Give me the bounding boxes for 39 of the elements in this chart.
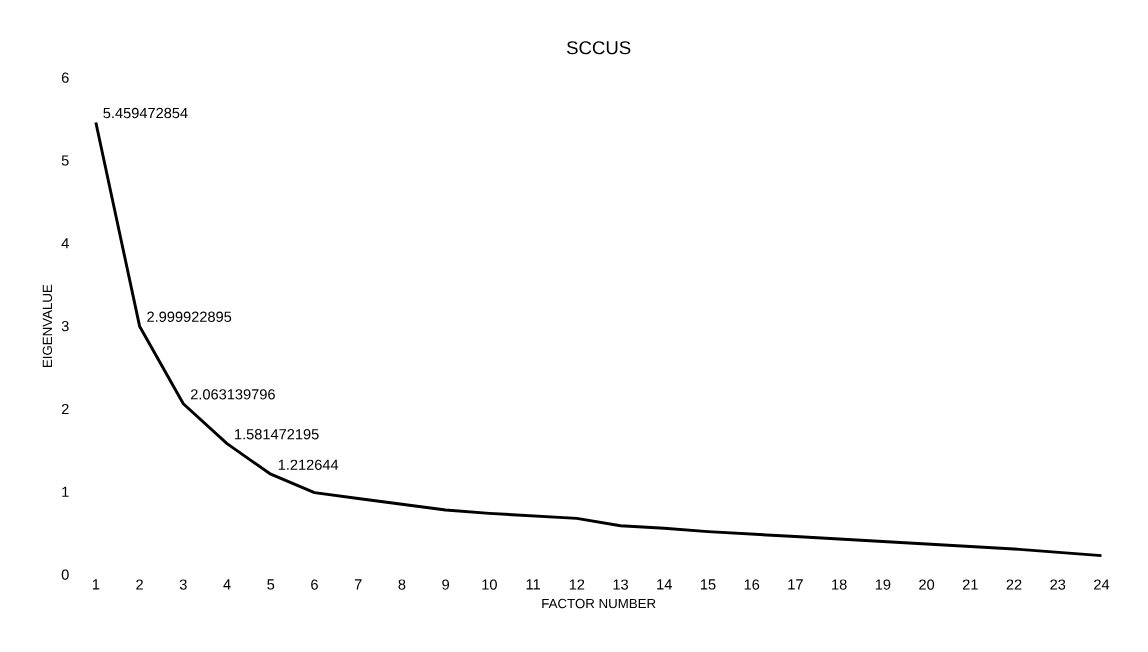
data-label: 5.459472854 bbox=[103, 107, 188, 119]
x-tick-label: 3 bbox=[179, 579, 187, 590]
x-tick-label: 6 bbox=[311, 579, 318, 590]
x-tick-label: 14 bbox=[657, 579, 672, 590]
x-tick-label: 8 bbox=[398, 579, 406, 590]
chart-title: SCCUS bbox=[566, 41, 631, 55]
x-tick-label: 9 bbox=[442, 579, 450, 590]
y-tick-label: 2 bbox=[61, 403, 69, 415]
x-tick-label: 10 bbox=[482, 579, 497, 590]
y-tick-label: 1 bbox=[62, 486, 69, 497]
x-tick-label: 23 bbox=[1050, 579, 1066, 590]
x-tick-label: 13 bbox=[613, 579, 629, 590]
x-tick-label: 21 bbox=[962, 579, 978, 590]
x-tick-label: 12 bbox=[569, 579, 585, 590]
y-axis-title: EIGENVALUE bbox=[42, 284, 53, 368]
data-label: 1.212644 bbox=[278, 459, 339, 470]
x-tick-label: 2 bbox=[136, 579, 143, 590]
x-tick-label: 1 bbox=[92, 579, 100, 590]
data-label: 2.063139796 bbox=[190, 389, 275, 400]
y-tick-label: 6 bbox=[61, 72, 69, 83]
x-tick-label: 24 bbox=[1094, 579, 1110, 590]
data-label: 1.581472195 bbox=[235, 429, 319, 440]
x-tick-label: 22 bbox=[1006, 579, 1022, 590]
x-tick-label: 11 bbox=[526, 579, 540, 590]
y-tick-label: 3 bbox=[61, 321, 69, 332]
y-tick-label: 5 bbox=[61, 155, 69, 166]
x-tick-label: 5 bbox=[267, 579, 275, 590]
x-tick-label: 19 bbox=[875, 579, 891, 590]
y-tick-label: 0 bbox=[61, 569, 69, 580]
y-tick-label: 4 bbox=[61, 238, 69, 249]
x-tick-label: 16 bbox=[744, 579, 760, 590]
data-label: 2.999922895 bbox=[147, 311, 232, 322]
x-tick-label: 15 bbox=[700, 579, 716, 590]
x-tick-label: 20 bbox=[919, 579, 935, 590]
x-tick-label: 17 bbox=[788, 579, 803, 590]
x-axis-title: FACTOR NUMBER bbox=[542, 598, 656, 609]
x-tick-label: 7 bbox=[354, 579, 362, 590]
x-tick-label: 18 bbox=[832, 579, 847, 590]
x-tick-label: 4 bbox=[223, 579, 231, 590]
